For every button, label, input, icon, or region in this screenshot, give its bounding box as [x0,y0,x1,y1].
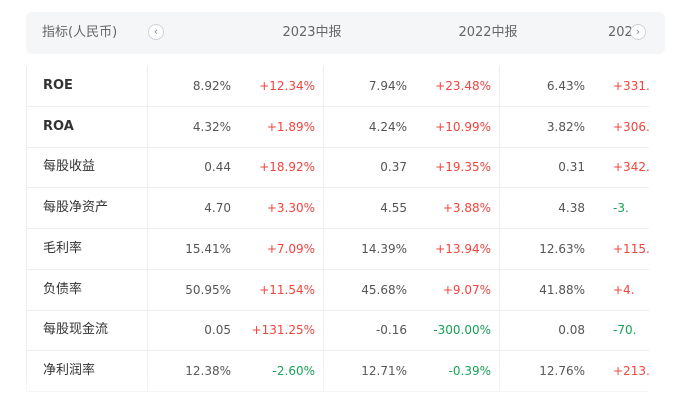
metric-value: 12.76% [539,364,585,378]
metric-change: +1.89% [266,120,315,134]
metric-change: +11.54% [259,283,315,297]
metric-value: 3.82% [546,120,585,134]
metric-change: +331. [613,79,649,93]
metric-change: +18.92% [259,160,315,174]
metric-change: -0.39% [448,364,491,378]
metric-change: +12.34% [259,79,315,93]
table-row: 每股收益 0.44 +18.92% 0.37 +19.35% 0.31 +342. [27,147,649,188]
column-divider [323,66,324,392]
financial-metrics-table: ROE 8.92% +12.34% 7.94% +23.48% 6.43% +331. ROA… [26,66,649,392]
metric-value: 0.37 [380,160,407,174]
period-header-1: 2022中报 [458,25,518,40]
metric-change: +306. [613,120,649,134]
row-metric-name: ROE [43,78,73,93]
metric-value: 8.92% [192,79,231,93]
metric-value: 4.32% [192,120,231,134]
metric-change: +10.99% [435,120,491,134]
metric-value: 0.05 [204,323,231,337]
column-divider [499,66,500,392]
row-metric-name: 毛利率 [43,241,83,256]
metric-value: 7.94% [368,79,407,93]
metric-change: +3.30% [266,201,315,215]
metric-value: 50.95% [185,283,231,297]
column-divider [147,66,148,392]
metric-change: -70. [613,323,637,337]
metric-change: +13.94% [435,242,491,256]
metric-change: +9.07% [442,283,491,297]
metric-column-header: 指标(人民币) [42,25,118,40]
chevron-left-icon[interactable]: ‹ [148,24,164,40]
metric-value: 4.24% [368,120,407,134]
metric-value: 4.70 [204,201,231,215]
table-row: 每股净资产 4.70 +3.30% 4.55 +3.88% 4.38 -3. [27,188,649,229]
row-metric-name: 每股收益 [43,159,96,174]
metric-change: +115. [613,242,649,256]
metric-value: -0.16 [375,323,407,337]
metric-value: 12.63% [539,242,585,256]
metric-change: +342. [613,160,649,174]
metric-change: -3. [613,201,629,215]
metric-value: 41.88% [539,283,585,297]
metric-value: 14.39% [361,242,407,256]
metric-change: +4. [613,283,635,297]
metric-value: 4.55 [380,201,407,215]
metric-value: 12.71% [361,364,407,378]
metric-value: 0.44 [204,160,231,174]
metric-change: +19.35% [435,160,491,174]
table-row: ROE 8.92% +12.34% 7.94% +23.48% 6.43% +331. [27,66,649,107]
table-row: ROA 4.32% +1.89% 4.24% +10.99% 3.82% +306. [27,107,649,148]
row-metric-name: 净利润率 [43,363,96,378]
metric-value: 4.38 [558,201,585,215]
table-row: 负债率 50.95% +11.54% 45.68% +9.07% 41.88% +4. [27,270,649,311]
metric-change: +131.25% [251,323,315,337]
table-header: 指标(人民币) ‹ 2023中报 2022中报 202 › [26,12,665,54]
metric-value: 6.43% [546,79,585,93]
metric-change: +213. [613,364,649,378]
metric-value: 45.68% [361,283,407,297]
table-row: 每股现金流 0.05 +131.25% -0.16 -300.00% 0.08 -70. [27,310,649,351]
metric-value: 15.41% [185,242,231,256]
table-row: 净利润率 12.38% -2.60% 12.71% -0.39% 12.76% +213. [27,351,649,392]
period-header-2: 202 [608,25,633,40]
table-row: 毛利率 15.41% +7.09% 14.39% +13.94% 12.63% +115. [27,229,649,270]
row-metric-name: ROA [43,119,74,134]
metric-value: 12.38% [185,364,231,378]
metric-change: -300.00% [433,323,491,337]
row-metric-name: 负债率 [43,282,83,297]
metric-change: +3.88% [442,201,491,215]
period-header-0: 2023中报 [282,25,342,40]
metric-change: +7.09% [266,242,315,256]
metric-value: 0.08 [558,323,585,337]
row-metric-name: 每股现金流 [43,322,109,337]
row-metric-name: 每股净资产 [43,200,109,215]
metric-change: +23.48% [435,79,491,93]
metric-change: -2.60% [272,364,315,378]
metric-value: 0.31 [558,160,585,174]
chevron-right-icon[interactable]: › [630,24,646,40]
